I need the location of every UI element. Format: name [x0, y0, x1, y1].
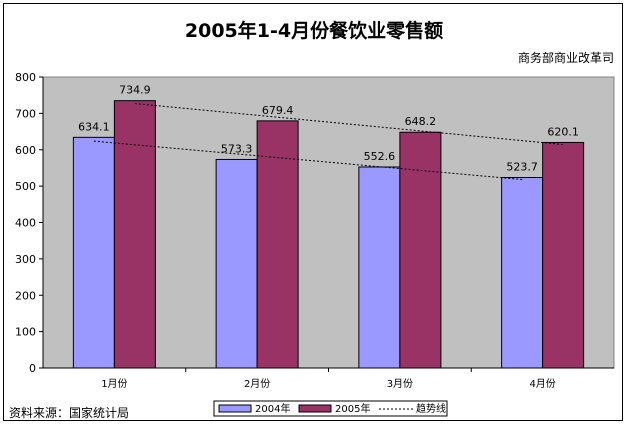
bar [256, 120, 299, 369]
data-label: 734.9 [119, 84, 151, 97]
chart-title: 2005年1-4月份餐饮业零售额 [184, 20, 444, 42]
x-tick-label: 3月份 [387, 378, 413, 390]
legend-label: 趋势线 [416, 402, 446, 415]
y-tick-label: 300 [15, 253, 36, 266]
y-tick-label: 500 [15, 180, 36, 193]
x-tick-label: 1月份 [101, 378, 127, 390]
bar [72, 136, 115, 369]
legend-swatch [298, 404, 332, 413]
legend-label: 2004年 [255, 402, 290, 415]
y-tick-label: 200 [15, 289, 36, 302]
y-tick-label: 700 [15, 107, 36, 120]
chart-subtitle: 商务部商业改革司 [517, 51, 614, 65]
data-label: 679.4 [262, 104, 294, 117]
data-label: 648.2 [405, 115, 437, 128]
data-label: 620.1 [547, 125, 579, 138]
data-label: 552.6 [364, 150, 396, 163]
chart-source: 资料来源：国家统计局 [9, 406, 130, 420]
x-tick-label: 4月份 [529, 378, 555, 390]
y-tick-label: 800 [15, 71, 36, 84]
bar [542, 141, 585, 369]
bar [399, 131, 442, 369]
y-tick-label: 0 [29, 362, 36, 375]
y-tick-label: 100 [15, 326, 36, 339]
data-label: 573.3 [221, 142, 253, 155]
legend-swatch [218, 404, 252, 413]
legend-label: 2005年 [335, 402, 370, 415]
bar [358, 166, 401, 369]
data-label: 523.7 [506, 161, 538, 174]
data-label: 634.1 [78, 120, 110, 133]
y-tick-label: 600 [15, 144, 36, 157]
bar [501, 177, 544, 369]
bar [113, 100, 156, 369]
x-tick-label: 2月份 [244, 378, 270, 390]
y-tick-label: 400 [15, 217, 36, 230]
bar [215, 158, 258, 369]
